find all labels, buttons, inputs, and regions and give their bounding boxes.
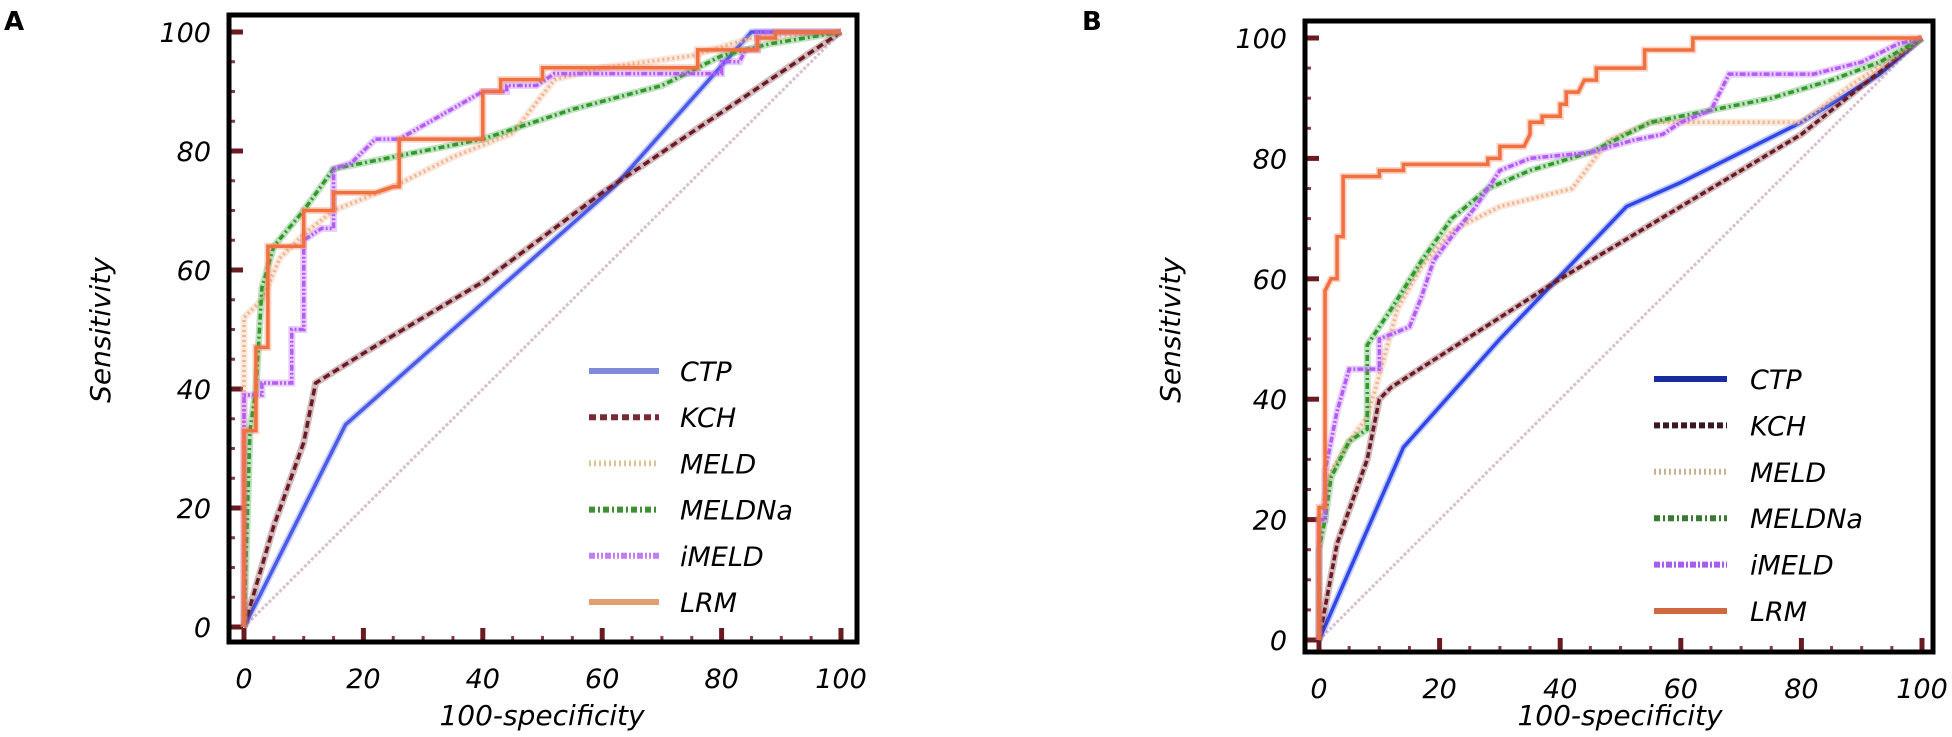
x-tick-label: 20: [346, 664, 380, 695]
legend-label-meldna: MELDNa: [1750, 504, 1863, 535]
legend-label-kch: KCH: [680, 403, 736, 434]
x-tick-label: 0: [235, 664, 252, 695]
x-tick-label: 20: [1422, 674, 1456, 705]
x-tick-label: 0: [1310, 674, 1327, 705]
plot-frame: [226, 12, 860, 645]
panel-b: B Sensitivity 100-specificity 0 20 40 60 80 1…: [1082, 7, 1948, 732]
y-tick-label: 60: [177, 256, 211, 287]
series-line-lrm: [242, 30, 841, 627]
y-tick-label: 20: [1253, 506, 1287, 537]
plot-area: 0 20 40 60 80 100 0 20 40 60 80 100 CTP KCH MELD MELDNa…: [159, 12, 867, 695]
y-axis-title: Sensitivity: [1154, 257, 1187, 403]
x-tick-label: 40: [466, 664, 500, 695]
x-tick-label: 100: [815, 664, 867, 695]
x-tick-label: 80: [1784, 674, 1818, 705]
legend-label-meld: MELD: [680, 449, 756, 480]
legend-label-imeld: iMELD: [680, 542, 764, 573]
y-tick-label: 80: [1253, 144, 1287, 175]
series-line-meldna: [242, 30, 842, 628]
y-tick-label: 100: [1235, 24, 1287, 55]
y-axis-title: Sensitivity: [84, 257, 117, 403]
y-tick-label: 20: [177, 494, 211, 525]
legend-label-imeld: iMELD: [1750, 551, 1834, 582]
x-tick-label: 60: [1664, 674, 1698, 705]
legend-label-lrm: LRM: [680, 588, 737, 619]
y-tick-label: 100: [159, 18, 211, 49]
x-tick-label: 80: [704, 664, 738, 695]
series-line-kch: [1317, 36, 1924, 641]
panel-label: B: [1082, 7, 1102, 37]
y-tick-label: 40: [177, 375, 211, 406]
x-axis-title: 100-specificity: [1517, 699, 1723, 732]
x-tick-label: 100: [1896, 674, 1948, 705]
panel-label: A: [4, 7, 24, 37]
legend-label-ctp: CTP: [1750, 365, 1802, 396]
series-line-imeld: [1317, 36, 1923, 640]
legend-label-lrm: LRM: [1750, 597, 1807, 628]
y-tick-label: 40: [1253, 385, 1287, 416]
reference-line: [242, 30, 843, 629]
series-line-imeld: [242, 30, 841, 627]
plot-frame: [1302, 18, 1936, 655]
legend-label-meld: MELD: [1750, 458, 1826, 489]
x-tick-label: 40: [1543, 674, 1577, 705]
x-axis-title: 100-specificity: [439, 699, 645, 732]
reference-line: [1317, 36, 1924, 642]
series-halo-meld: [240, 28, 842, 627]
legend-label-meldna: MELDNa: [680, 496, 793, 527]
plot-area: 0 20 40 60 80 100 0 20 40 60 80 100 CTP KCH MELD MELDNa…: [1235, 18, 1948, 705]
y-tick-label: 80: [177, 137, 211, 168]
legend-label-ctp: CTP: [680, 357, 732, 388]
y-tick-label: 0: [194, 613, 211, 644]
y-tick-label: 60: [1253, 265, 1287, 296]
legend-label-kch: KCH: [1750, 411, 1806, 442]
series-line-meldna: [1317, 36, 1923, 640]
y-tick-label: 0: [1270, 626, 1287, 657]
series-line-lrm: [1317, 36, 1922, 640]
x-tick-label: 60: [585, 664, 619, 695]
panel-a: A Sensitivity 100-specificity 0 20 40 60 80 1…: [4, 7, 867, 732]
series-line-kch: [242, 30, 842, 628]
